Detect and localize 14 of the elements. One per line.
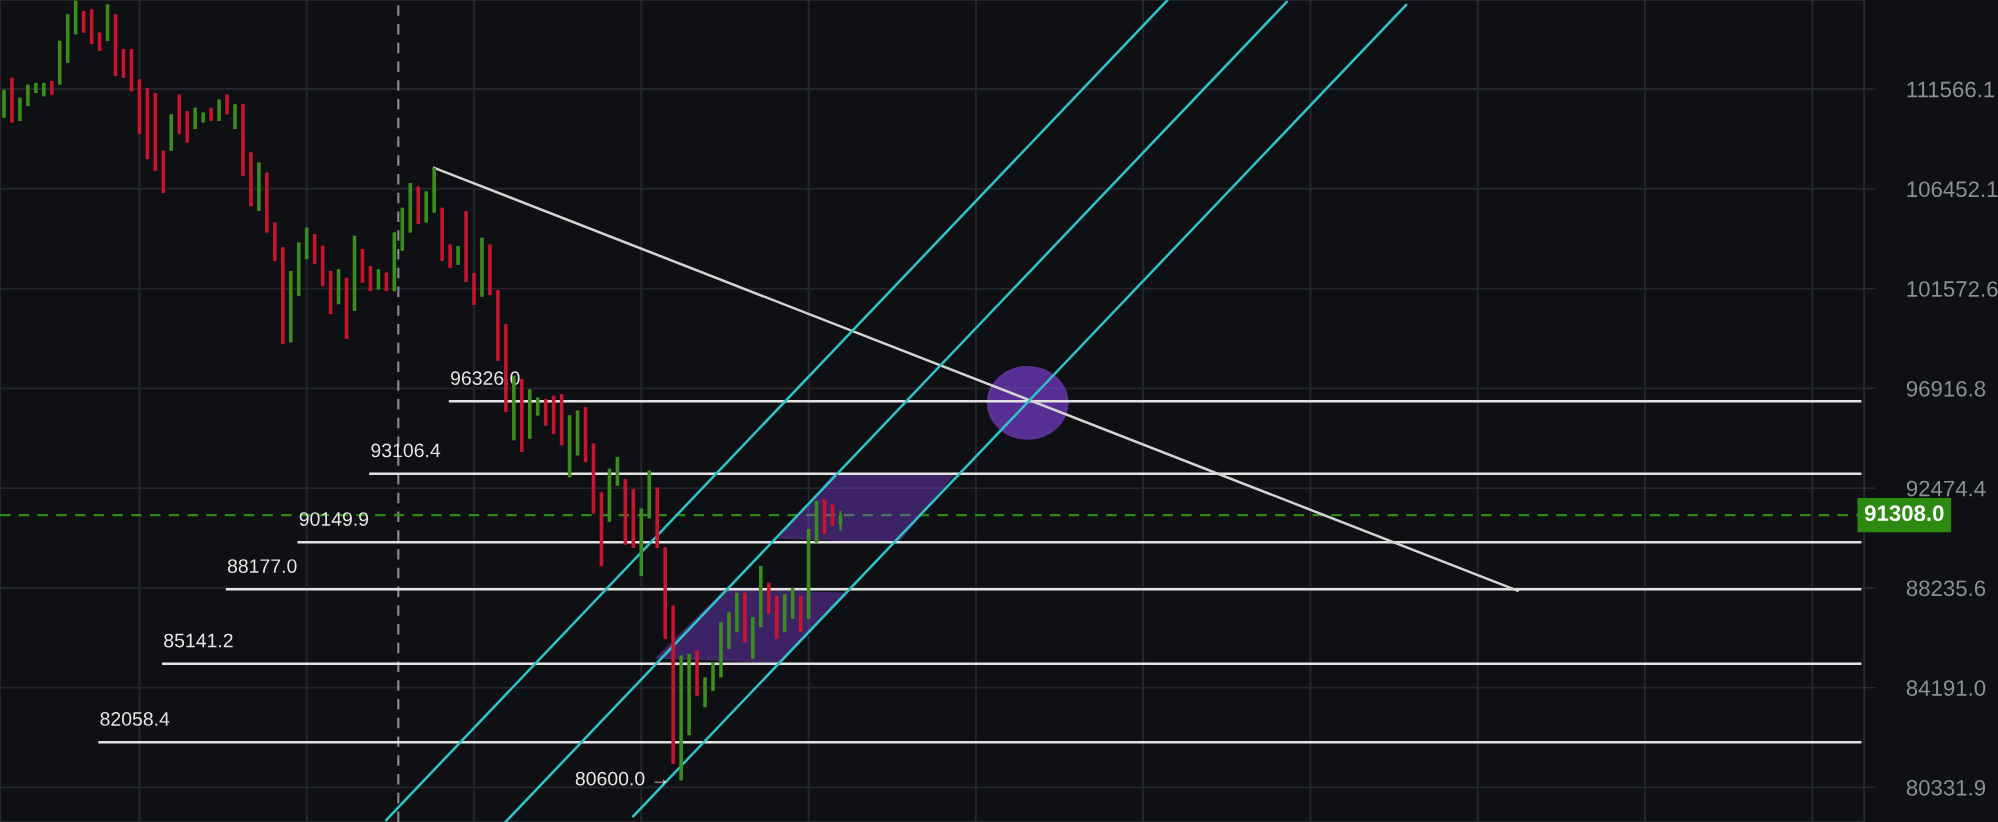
y-tick-label: 88235.6 — [1906, 580, 1986, 597]
y-tick-label: 111566.1 — [1907, 81, 1995, 98]
y-tick-label: 92474.4 — [1906, 480, 1986, 497]
ref-line-label: 91308.0 — [1864, 505, 1944, 522]
series-label: 93106.4 — [371, 443, 441, 458]
series-label: 90149.9 — [299, 512, 369, 526]
y-tick-label: 80331.9 — [1906, 779, 1986, 796]
y-tick-label: 101572.6 — [1907, 281, 1998, 297]
series-label: 82058.4 — [100, 712, 170, 726]
series-label: 88177.0 — [227, 559, 297, 573]
y-tick-label: 106452.1 — [1907, 181, 1998, 198]
y-tick-label: 96916.8 — [1906, 380, 1986, 397]
y-tick-label: 84191.0 — [1906, 680, 1986, 696]
series-label: 85141.2 — [164, 633, 233, 648]
